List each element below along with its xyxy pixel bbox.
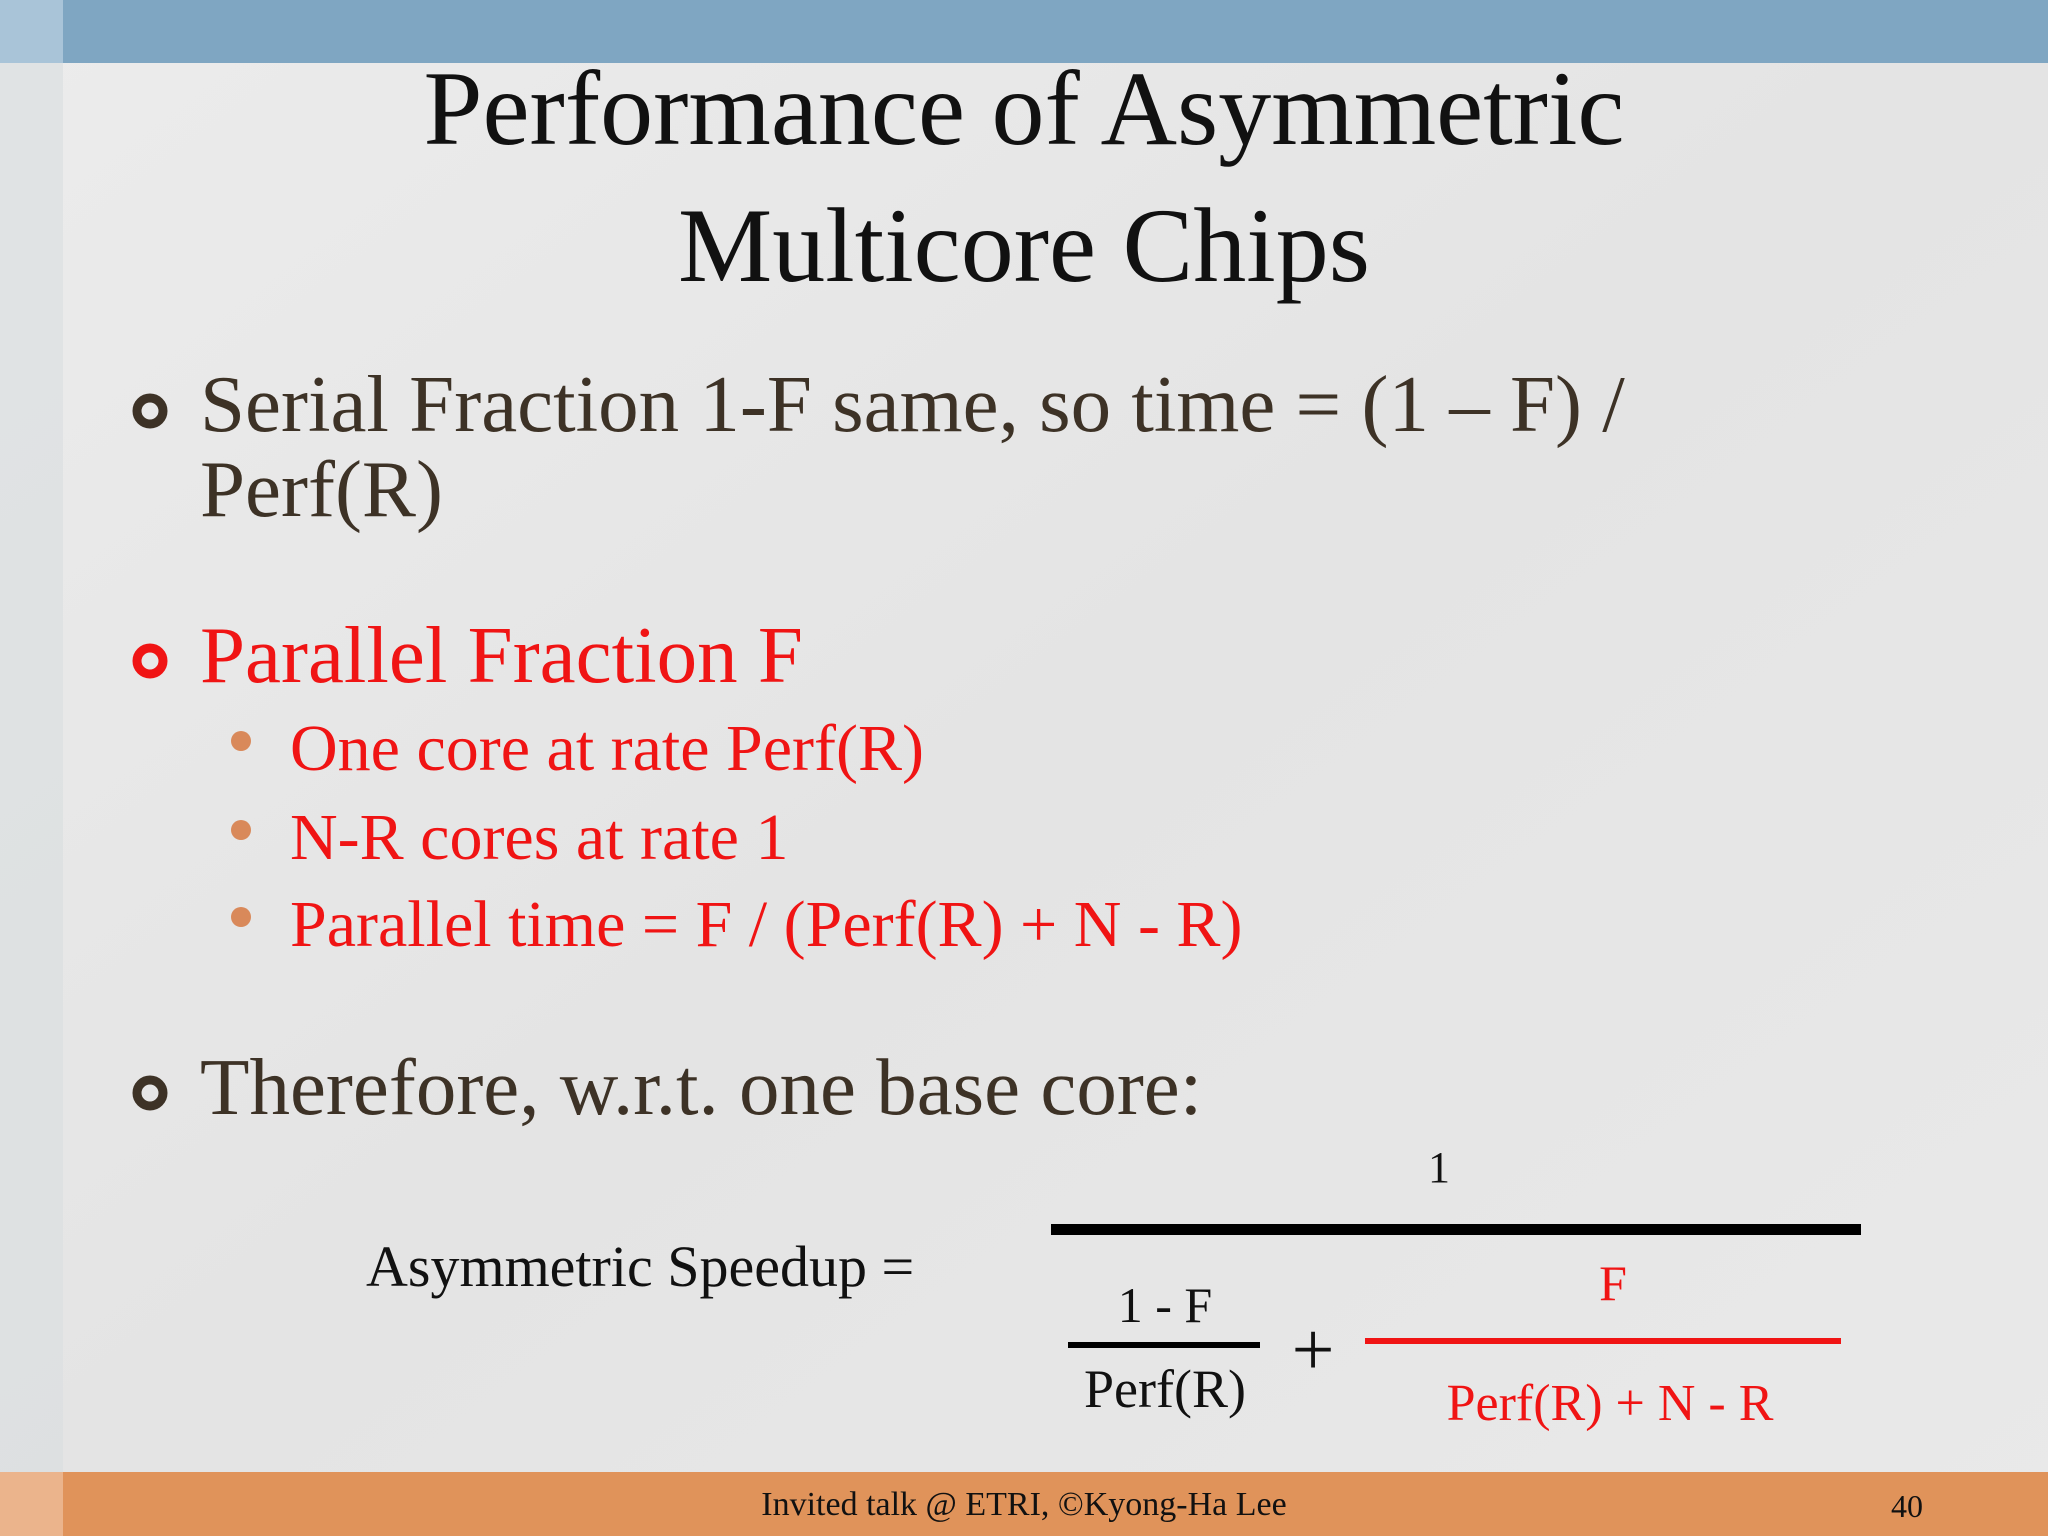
bullet-marker <box>132 393 168 429</box>
title-line: Performance of Asymmetric <box>424 50 1625 167</box>
term-denominator: Perf(R) <box>1084 1359 1246 1419</box>
operator: + <box>1292 1308 1335 1392</box>
bullet-marker <box>132 643 168 679</box>
bullet-text: Perf(R) <box>200 444 443 534</box>
bullet-text: Parallel Fraction F <box>200 610 803 700</box>
sub-bullet-text: N-R cores at rate 1 <box>290 801 788 874</box>
sub-bullet-text: One core at rate Perf(R) <box>290 712 924 785</box>
fraction-bar <box>1365 1338 1841 1344</box>
bullet-list: Serial Fraction 1-F same, so time = (1 –… <box>132 359 1625 1132</box>
bottom-bar <box>0 1472 2048 1536</box>
bullet-text: Serial Fraction 1-F same, so time = (1 –… <box>200 359 1625 449</box>
top-bar <box>0 0 2048 63</box>
footer-text: Invited talk @ ETRI, ©Kyong-Ha Lee <box>761 1486 1286 1523</box>
fraction-bar <box>1068 1342 1260 1348</box>
term-denominator: Perf(R) + N - R <box>1447 1375 1774 1432</box>
formula-numerator: 1 <box>1428 1143 1450 1192</box>
bullet-marker <box>132 1075 168 1111</box>
term-numerator: 1 - F <box>1118 1277 1212 1333</box>
fraction-bar <box>1051 1224 1861 1235</box>
left-strip <box>0 0 63 1536</box>
sub-bullet-marker <box>231 731 251 751</box>
page-number: 40 <box>1891 1488 1923 1524</box>
sub-bullet-marker <box>231 820 251 840</box>
title-line: Multicore Chips <box>678 187 1370 304</box>
formula-label: Asymmetric Speedup = <box>366 1234 914 1299</box>
bottom-bar-corner <box>0 1472 63 1536</box>
formula: Asymmetric Speedup = 1 1 - F Perf(R) + F… <box>366 1143 1861 1432</box>
bullet-text: Therefore, w.r.t. one base core: <box>200 1042 1202 1132</box>
term-numerator: F <box>1599 1255 1627 1311</box>
sub-bullet-marker <box>231 907 251 927</box>
top-bar-corner <box>0 0 63 63</box>
sub-bullet-text: Parallel time = F / (Perf(R) + N - R) <box>290 888 1242 961</box>
